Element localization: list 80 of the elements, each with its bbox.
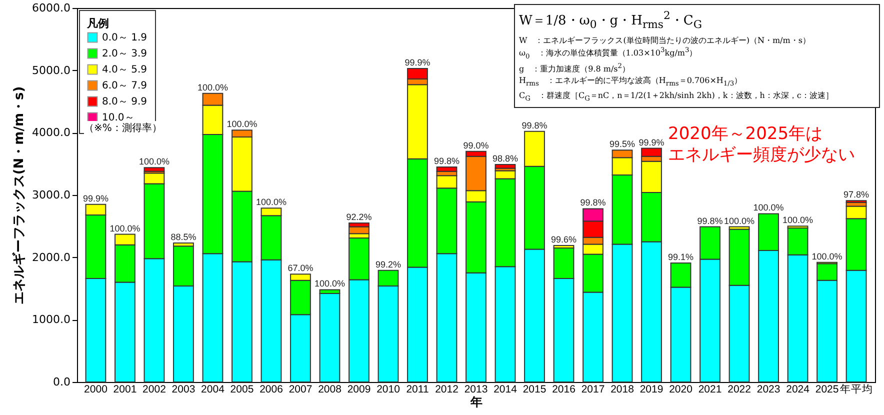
x-axis-title: 年	[470, 395, 482, 409]
annotation: 99.9%	[82, 193, 108, 204]
bar	[436, 166, 458, 172]
annotation: 99.9%	[638, 137, 664, 148]
legend-label: 8.0～ 9.9	[102, 96, 147, 108]
x-tick-label: 年平均	[840, 384, 873, 396]
annotation: （※%：測得率）	[84, 121, 162, 135]
annotation: 100.0%	[110, 223, 140, 234]
x-tick-label: 2013	[464, 384, 488, 396]
bar	[494, 164, 516, 169]
annotation: 2020年～2025年は	[668, 124, 824, 146]
legend-label: 0.0～ 1.9	[102, 32, 147, 44]
annotation: 99.0%	[463, 140, 489, 150]
y-tick-label: 1000.0	[32, 313, 70, 326]
legend-label: 2.0～ 3.9	[102, 48, 147, 60]
annotation: 100.0%	[812, 251, 842, 262]
x-tick-label: 2023	[756, 384, 780, 396]
annotation: 67.0%	[288, 263, 314, 274]
x-tick-label: 2021	[698, 384, 722, 396]
annotation: 99.9%	[404, 57, 430, 68]
y-tick-label: 0.0	[53, 376, 70, 388]
legend-label: 6.0～ 7.9	[102, 80, 147, 92]
bar	[319, 292, 340, 382]
x-tick-label: 2002	[142, 384, 166, 396]
annotation: W ：エネルギーフラックス(単位時間当たりの波のエネルギー)（N・m/m・s）	[519, 34, 812, 46]
x-tick-label: 2004	[201, 384, 225, 396]
legend-label: 10.0～	[102, 112, 134, 124]
y-axis-title: エネルギーフラックス(N・m/m・s)	[12, 86, 28, 305]
x-tick-label: 2000	[84, 384, 108, 396]
annotation: 100.0%	[226, 119, 258, 130]
y-tick-label: 4000.0	[32, 126, 70, 140]
x-tick-label: 2001	[113, 384, 137, 396]
x-tick-label: 2003	[172, 384, 196, 396]
annotation: 99.8%	[434, 156, 460, 166]
x-tick-label: 2009	[347, 384, 371, 396]
x-tick-label: 2011	[406, 384, 429, 396]
annotation: 99.8%	[522, 120, 548, 130]
x-tick-label: 2020	[669, 384, 693, 396]
annotation: 99.1%	[668, 252, 694, 262]
annotation: 100.0%	[782, 215, 814, 226]
x-tick-label: 2014	[494, 384, 518, 396]
annotation: 100.0%	[197, 82, 228, 92]
annotation: 99.8%	[697, 216, 723, 226]
x-tick-label: 2012	[435, 384, 459, 396]
annotation: 100.0%	[753, 202, 784, 213]
annotation: g ：重力加速度（9.8 m/s$^{2}$）	[519, 62, 632, 76]
annotation: 99.5%	[609, 139, 636, 150]
x-tick-label: 2017	[581, 384, 605, 396]
annotation: 99.2%	[375, 259, 402, 270]
annotation: 98.8%	[492, 153, 518, 164]
x-tick-label: 2024	[786, 384, 810, 396]
y-tick-label: 3000.0	[32, 188, 70, 202]
annotation: 92.2%	[346, 212, 372, 222]
annotation: 100.0%	[314, 278, 346, 289]
y-tick-label: 5000.0	[32, 64, 70, 77]
x-tick-label: 2022	[728, 384, 752, 396]
x-tick-label: 2016	[552, 384, 576, 396]
x-tick-label: 2010	[376, 384, 400, 396]
x-tick-label: 2018	[610, 384, 634, 396]
annotation: 100.0%	[138, 156, 170, 167]
formula-box: W＝1/8・ω$_{0}$・g・H$_{rms}$$^{2}$・C$_{G}$ W ：エネルギーフラックス(単位時間当たりの波のエネルギー)（N・m/m・s） ω$_{0}$ ：海水の単位体積質量（1.03×10$^{3}$kg/m$^{3}$） g ：重力加速度（9.8 m/s$^{2}$） H$_{rms}$ ：エネルギー的に平均な波高（H$_{rms}$＝0.706×H$_{1/3}$） C$_{G}$ ：群速度［C$_{G}$＝nC，n＝1/2(1＋2kh/sinh 2kh)，k：波数，h：水深，c：波速］	[514, 4, 880, 108]
legend-title: 凡例	[86, 17, 109, 30]
x-tick-label: 2006	[260, 384, 284, 396]
y-tick-label: 6000.0	[32, 2, 70, 14]
annotation: 100.0%	[256, 197, 286, 208]
annotation: 99.6%	[550, 234, 577, 244]
y-tick-label: 2000.0	[32, 250, 70, 264]
annotation: 99.8%	[580, 198, 606, 208]
x-tick-label: 2007	[288, 384, 312, 396]
annotation: W＝1/8・ω$_{0}$・g・H$_{rms}$$^{2}$・C$_{G}$	[519, 8, 703, 33]
legend-label: 4.0～ 5.9	[102, 64, 147, 76]
x-tick-label: 2019	[640, 384, 664, 396]
x-tick-label: 2008	[318, 384, 342, 396]
x-tick-label: 2025	[815, 384, 839, 396]
x-tick-label: 2015	[522, 384, 546, 396]
x-tick-label: 2005	[230, 384, 254, 396]
annotation: 88.5%	[170, 232, 196, 242]
annotation: 97.8%	[844, 190, 870, 200]
annotation: 100.0%	[724, 216, 755, 226]
annotation: エネルギー頻度が少ない	[668, 145, 855, 166]
